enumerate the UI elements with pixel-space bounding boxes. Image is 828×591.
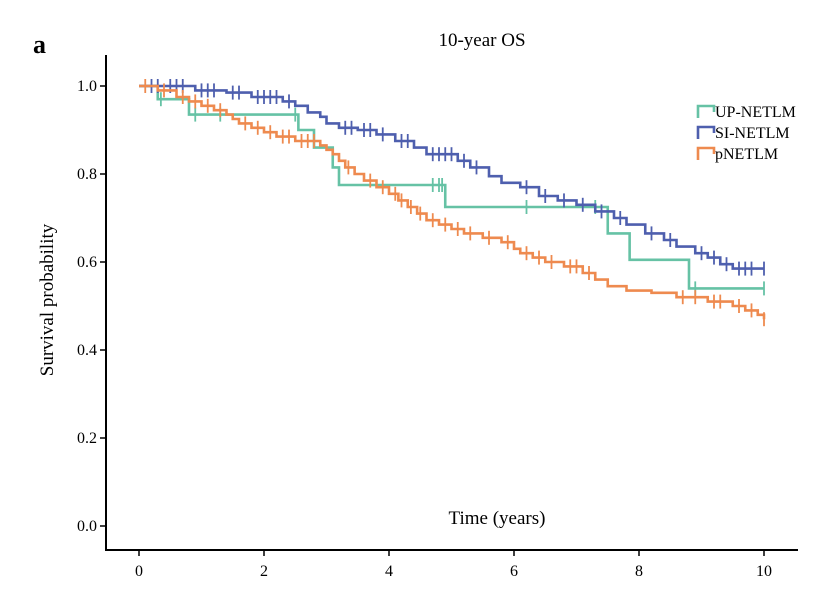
legend-label-0: UP-NETLM (715, 104, 796, 121)
y-tick-label-1: 0.2 (77, 430, 97, 447)
x-ticks: 0 2 4 6 8 10 (135, 550, 772, 580)
x-tick-label-0: 0 (135, 563, 143, 580)
y-tick-label-2: 0.4 (77, 342, 97, 359)
legend-label-1: SI-NETLM (715, 125, 790, 142)
x-tick-label-5: 10 (756, 563, 772, 580)
survival-curve-2 (139, 84, 766, 320)
legend: UP-NETLM SI-NETLM pNETLM (696, 104, 796, 163)
y-axis-label: Survival probability (37, 223, 58, 376)
y-tick-label-3: 0.6 (77, 254, 97, 271)
y-tick-label-5: 1.0 (77, 78, 97, 95)
axes (105, 55, 798, 551)
survival-curve-0 (139, 84, 764, 290)
legend-label-2: pNETLM (715, 146, 778, 163)
y-tick-label-0: 0.0 (77, 518, 97, 535)
series-layer (139, 79, 766, 327)
x-tick-label-3: 6 (510, 563, 518, 580)
x-tick-label-2: 4 (385, 563, 393, 580)
x-tick-label-1: 2 (260, 563, 268, 580)
x-axis-label: Time (years) (449, 508, 546, 529)
legend-swatch-1 (696, 125, 716, 139)
legend-swatch-2 (696, 146, 716, 160)
series-pnetlm (139, 79, 766, 327)
legend-swatch-0 (696, 104, 716, 118)
y-ticks: 0.0 0.2 0.4 0.6 0.8 1.0 (77, 78, 106, 535)
series-si-netlm (139, 79, 765, 276)
y-tick-label-4: 0.8 (77, 166, 97, 183)
chart-title: 10-year OS (438, 30, 525, 51)
x-tick-label-4: 8 (635, 563, 643, 580)
survival-curve-1 (139, 84, 764, 270)
panel-letter: a (33, 30, 46, 59)
